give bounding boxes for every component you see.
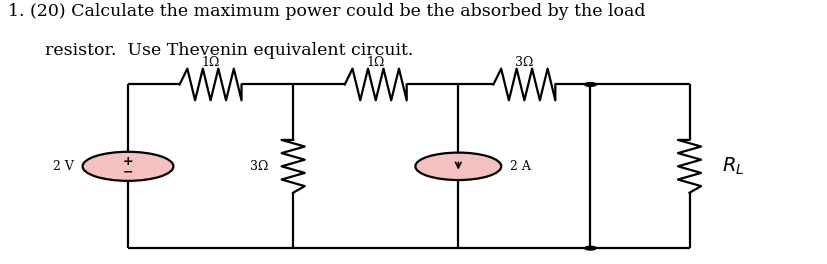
Text: $R_L$: $R_L$ <box>721 156 743 177</box>
Text: 2 V: 2 V <box>54 160 74 173</box>
Circle shape <box>415 153 500 180</box>
Text: resistor.  Use Thevenin equivalent circuit.: resistor. Use Thevenin equivalent circui… <box>45 42 414 59</box>
Text: 1. (20) Calculate the maximum power could be the absorbed by the load: 1. (20) Calculate the maximum power coul… <box>8 3 645 20</box>
Text: 1Ω: 1Ω <box>201 56 219 69</box>
Text: −: − <box>122 165 133 178</box>
Text: +: + <box>122 155 133 168</box>
Text: 2 A: 2 A <box>509 160 530 173</box>
Circle shape <box>584 83 595 86</box>
Text: 1Ω: 1Ω <box>366 56 385 69</box>
Text: 3Ω: 3Ω <box>514 56 533 69</box>
Text: 3Ω: 3Ω <box>250 160 268 173</box>
Circle shape <box>584 246 595 250</box>
Circle shape <box>83 152 173 181</box>
